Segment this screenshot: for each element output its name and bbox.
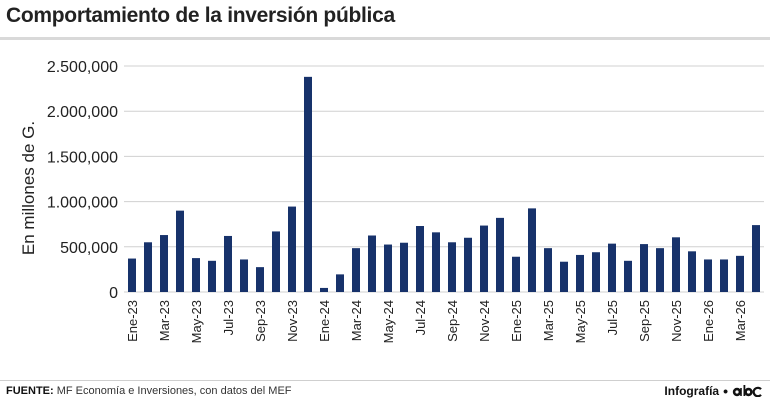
bar-Dic-25 <box>688 251 696 292</box>
bar-Ago-24 <box>432 232 440 292</box>
y-axis-label: En millones de G. <box>19 121 38 255</box>
bar-Nov-24 <box>480 225 488 292</box>
x-tick-label: Sep-23 <box>253 300 268 342</box>
bar-May-25 <box>576 254 584 292</box>
x-tick-label: May-23 <box>189 300 204 343</box>
x-tick-label: Mar-26 <box>733 300 748 341</box>
x-tick-label: Nov-24 <box>477 300 492 342</box>
bars <box>128 76 760 293</box>
x-tick-label: Mar-24 <box>349 300 364 341</box>
source-note: FUENTE: MF Economía e Inversiones, con d… <box>6 385 292 397</box>
bar-Oct-25 <box>656 248 664 292</box>
bar-Ago-25 <box>624 260 632 292</box>
x-tick-label: Ene-26 <box>701 300 716 342</box>
bar-May-24 <box>384 244 392 292</box>
bar-Jun-23 <box>208 260 216 292</box>
bar-Jun-24 <box>400 242 408 292</box>
credit-separator: • <box>723 383 728 399</box>
y-tick-label: 2.500,000 <box>47 59 118 76</box>
x-tick-label: Nov-25 <box>669 300 684 342</box>
source-label: FUENTE: <box>6 385 54 397</box>
y-axis-ticks: 0 500,000 1.000,000 1.500,000 2.000,000 2.500… <box>47 59 118 302</box>
bar-chart: 0 500,000 1.000,000 1.500,000 2.000,000 2.500… <box>19 59 764 343</box>
bar-Feb-23 <box>144 242 152 292</box>
bar-Feb-24 <box>336 274 344 292</box>
x-tick-label: Sep-24 <box>445 300 460 342</box>
bar-Oct-24 <box>464 237 472 292</box>
bar-Mar-26 <box>736 255 744 292</box>
bar-Sep-25 <box>640 244 648 292</box>
bar-Ene-26 <box>704 259 712 292</box>
bar-Dic-23 <box>304 76 312 293</box>
x-tick-label: May-24 <box>381 300 396 343</box>
title-divider <box>0 37 770 40</box>
bar-Jun-25 <box>592 252 600 292</box>
footer-divider <box>0 380 770 381</box>
credit-label: Infografía <box>664 384 720 398</box>
bar-Abr-24 <box>368 235 376 292</box>
source-text: MF Economía e Inversiones, con datos del… <box>53 385 292 397</box>
credit: Infografía • <box>664 383 762 399</box>
bar-Ago-23 <box>240 259 248 292</box>
bar-Feb-26 <box>720 259 728 292</box>
x-tick-label: Jul-25 <box>605 300 620 335</box>
bar-Abr-23 <box>176 210 184 292</box>
x-tick-label: Mar-25 <box>541 300 556 341</box>
bar-Dic-24 <box>496 217 504 292</box>
y-tick-label: 500,000 <box>60 240 118 257</box>
x-tick-label: Sep-25 <box>637 300 652 342</box>
bar-Sep-23 <box>256 267 264 292</box>
bar-Nov-25 <box>672 237 680 292</box>
bar-Ene-25 <box>512 256 520 292</box>
x-tick-label: Ene-25 <box>509 300 524 342</box>
x-tick-label: Jul-23 <box>221 300 236 335</box>
y-tick-label: 1.500,000 <box>47 149 118 166</box>
bar-Feb-25 <box>528 208 536 292</box>
abc-logo-icon <box>732 385 762 397</box>
x-tick-label: Nov-23 <box>285 300 300 342</box>
chart-title: Comportamiento de la inversión pública <box>6 4 395 27</box>
bar-Nov-23 <box>288 206 296 292</box>
x-tick-label: May-25 <box>573 300 588 343</box>
bar-Jul-24 <box>416 226 424 292</box>
bar-Sep-24 <box>448 242 456 292</box>
bar-Oct-23 <box>272 231 280 292</box>
bar-Jul-25 <box>608 243 616 292</box>
x-tick-label: Ene-24 <box>317 300 332 342</box>
bar-Ene-23 <box>128 258 136 292</box>
bar-Abr-26 <box>752 225 760 292</box>
bar-Mar-24 <box>352 248 360 292</box>
x-tick-label: Jul-24 <box>413 300 428 335</box>
bar-Jul-23 <box>224 235 232 292</box>
y-tick-label: 0 <box>109 285 118 302</box>
bar-Abr-25 <box>560 261 568 292</box>
bar-Mar-25 <box>544 248 552 292</box>
x-axis-ticks: Ene-23 Mar-23 May-23 Jul-23 Sep-23 Nov-23 Ene-… <box>125 300 748 343</box>
y-tick-label: 2.000,000 <box>47 104 118 121</box>
bar-May-23 <box>192 258 200 292</box>
bar-Mar-23 <box>160 235 168 292</box>
bar-Ene-24 <box>320 287 328 292</box>
y-tick-label: 1.000,000 <box>47 195 118 212</box>
gridlines <box>124 65 764 293</box>
x-tick-label: Mar-23 <box>157 300 172 341</box>
x-tick-label: Ene-23 <box>125 300 140 342</box>
